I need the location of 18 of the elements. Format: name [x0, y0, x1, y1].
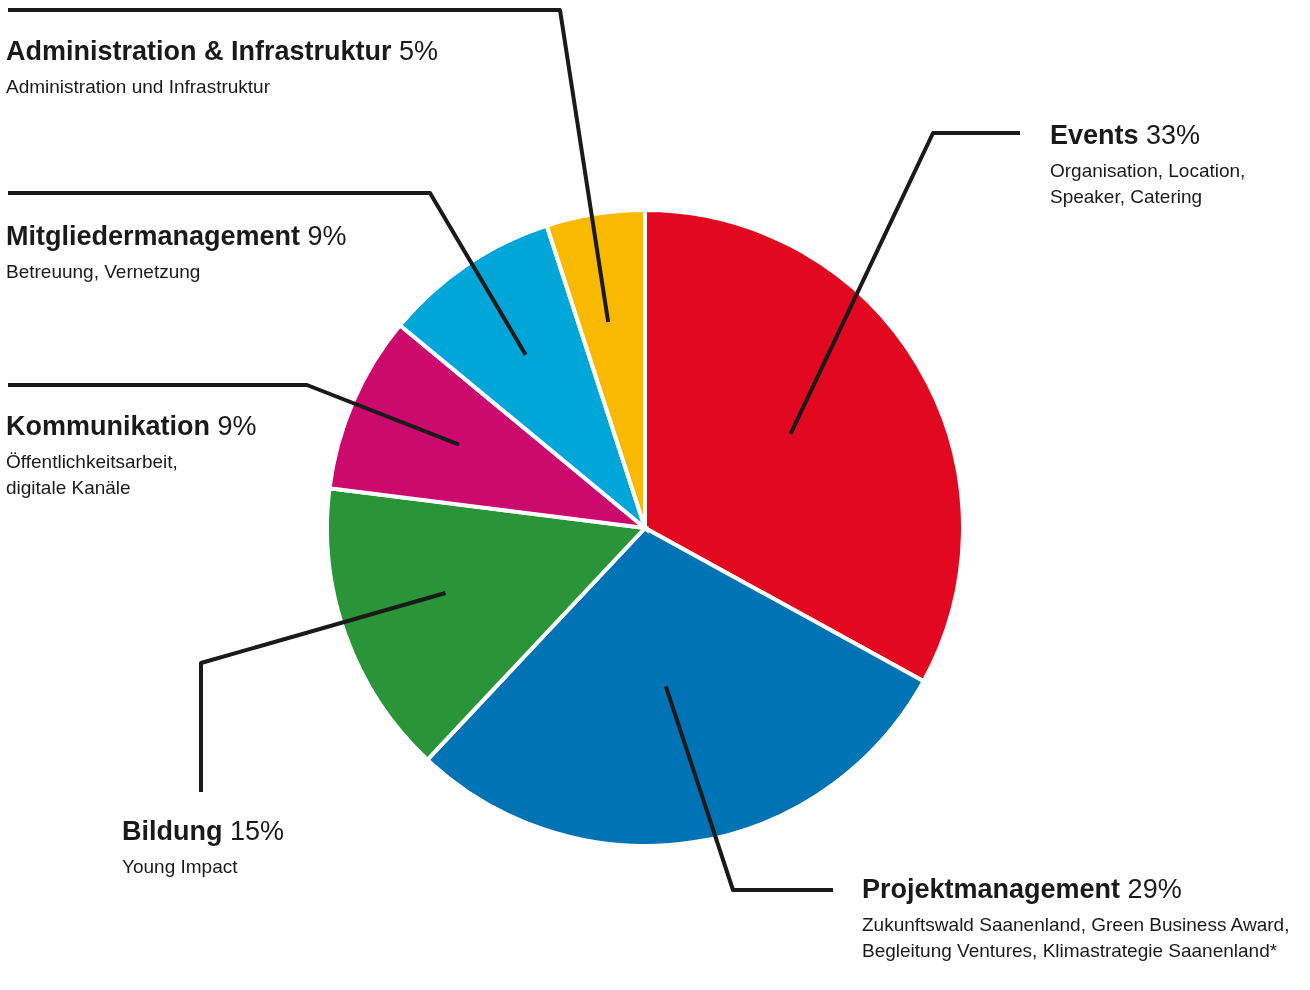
text: Zukunftswald Saanenland, Green Business Award, Begleitung Ventures, Klimastrategie Saanenland*	[862, 913, 1291, 963]
data-label: 5%	[399, 36, 439, 66]
text: Betreuung, Vernetzung	[6, 260, 202, 284]
text: Organisation, Location, Speaker, Catering	[1050, 159, 1247, 209]
slice-label: Bildung	[122, 816, 223, 846]
slice-label: Kommunikation	[6, 411, 211, 441]
data-label: 15%	[230, 816, 285, 846]
data-label: 29%	[1127, 874, 1182, 904]
slice-label: Events	[1050, 120, 1139, 150]
data-label: 33%	[1146, 120, 1201, 150]
text: Young Impact	[122, 855, 239, 879]
slice-label: Mitgliedermanagement	[6, 221, 301, 251]
text: Administration und Infrastruktur	[6, 75, 271, 99]
slice-label: Projektmanagement	[862, 874, 1121, 904]
text: Öffentlichkeitsarbeit, digitale Kanäle	[6, 450, 179, 500]
data-label: 9%	[217, 411, 257, 441]
slice-label: Administration & Infrastruktur	[6, 36, 392, 66]
data-label: 9%	[307, 221, 347, 251]
